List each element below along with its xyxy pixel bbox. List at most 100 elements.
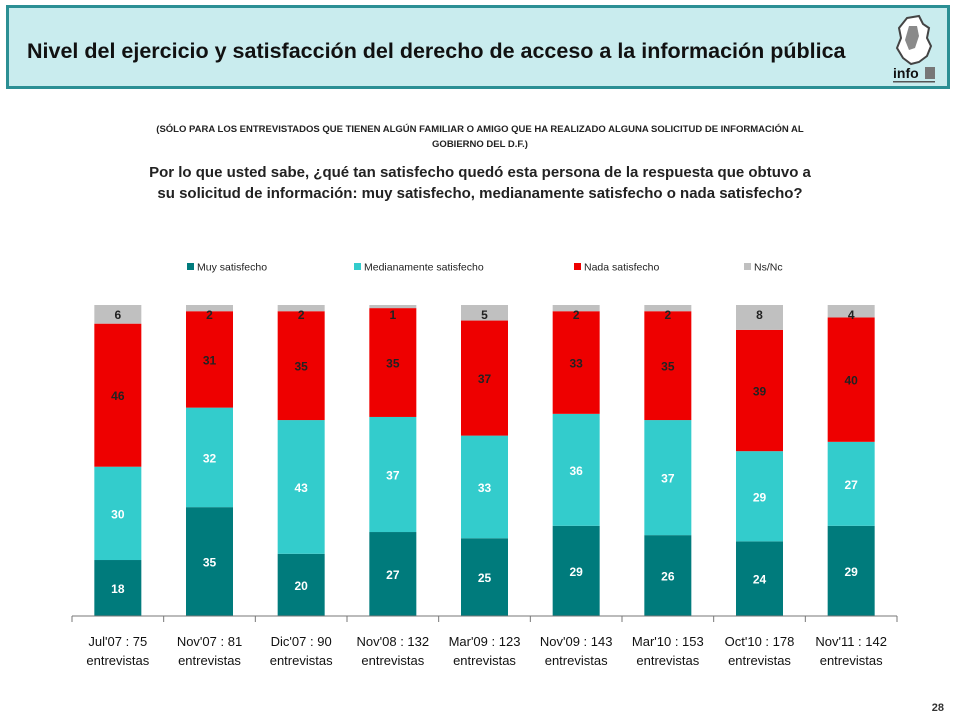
- bar-segment: [369, 305, 417, 309]
- bar-segment: [736, 541, 783, 616]
- data-label: 24: [753, 573, 767, 587]
- category-label: entrevistas: [361, 653, 424, 668]
- category-label: entrevistas: [636, 653, 699, 668]
- data-label: 40: [844, 374, 858, 388]
- survey-question: Por lo que usted sabe, ¿qué tan satisfec…: [149, 164, 811, 202]
- bar-segment: [277, 305, 325, 312]
- data-label: 1: [389, 308, 396, 322]
- data-label: 35: [294, 360, 308, 374]
- data-label: 2: [573, 308, 580, 322]
- legend-swatch-3: [744, 263, 751, 270]
- data-label: 20: [294, 579, 308, 593]
- data-label: 2: [298, 308, 305, 322]
- bar-segment: [461, 435, 508, 539]
- bar-segment: [552, 311, 600, 414]
- page-number: 28: [931, 702, 944, 714]
- page-title: Nivel del ejercicio y satisfacción del d…: [27, 39, 846, 63]
- legend-label-1: Medianamente satisfecho: [364, 262, 484, 274]
- data-label: 4: [848, 308, 855, 322]
- title-banner: Nivel del ejercicio y satisfacción del d…: [6, 5, 950, 89]
- bar-segment: [277, 553, 325, 616]
- data-label: 39: [753, 385, 767, 399]
- bar-segment: [552, 525, 600, 616]
- data-label: 27: [386, 568, 400, 582]
- data-label: 2: [664, 308, 671, 322]
- data-label: 27: [844, 478, 858, 492]
- category-label: Nov'09 : 143: [540, 634, 613, 649]
- bar-segment: [644, 311, 692, 421]
- category-label: Mar'10 : 153: [632, 634, 704, 649]
- bar-segment: [186, 507, 233, 616]
- bar-segment: [186, 305, 233, 312]
- data-label: 31: [203, 353, 217, 367]
- data-label: 35: [386, 357, 400, 371]
- data-label: 46: [111, 389, 125, 403]
- bar-segment: [736, 305, 783, 330]
- data-label: 36: [569, 464, 583, 478]
- category-label: Nov'08 : 132: [357, 634, 430, 649]
- data-label: 33: [478, 481, 492, 495]
- data-label: 18: [111, 582, 125, 596]
- legend-swatch-2: [574, 263, 581, 270]
- legend-swatch-0: [187, 263, 194, 270]
- bar-segment: [186, 407, 233, 508]
- category-label: Mar'09 : 123: [449, 634, 521, 649]
- bar-segment: [461, 320, 508, 436]
- category-label: entrevistas: [728, 653, 791, 668]
- data-label: 37: [661, 472, 675, 486]
- data-label: 2: [206, 308, 213, 322]
- bar-segment: [94, 305, 142, 324]
- bar-segment: [369, 308, 417, 417]
- category-label: Nov'07 : 81: [177, 634, 242, 649]
- bar-segment: [94, 323, 142, 467]
- bar-segment: [736, 329, 783, 452]
- bar-segment: [461, 538, 508, 616]
- bar-segment: [736, 451, 783, 542]
- data-label: 25: [478, 571, 492, 585]
- legend-label-2: Nada satisfecho: [584, 262, 659, 274]
- category-label: entrevistas: [270, 653, 333, 668]
- data-label: 35: [661, 360, 675, 374]
- legend-label-3: Ns/Nc: [754, 262, 783, 274]
- data-label: 37: [386, 468, 400, 482]
- bar-segment: [94, 466, 142, 561]
- category-label: entrevistas: [453, 653, 516, 668]
- category-label: entrevistas: [545, 653, 608, 668]
- legend-label-0: Muy satisfecho: [197, 262, 267, 274]
- category-label: entrevistas: [820, 653, 883, 668]
- bar-segment: [369, 532, 417, 616]
- filter-note: (SÓLO PARA LOS ENTREVISTADOS QUE TIENEN …: [156, 124, 804, 150]
- data-label: 30: [111, 507, 125, 521]
- data-label: 6: [114, 308, 121, 322]
- stacked-bar-chart: Muy satisfecho Medianamente satisfecho Nad…: [71, 262, 898, 668]
- bar-segment: [644, 535, 692, 616]
- bar-segment: [461, 305, 508, 321]
- data-label: 32: [203, 451, 217, 465]
- data-label: 5: [481, 308, 488, 322]
- bar-segment: [552, 413, 600, 526]
- category-label: entrevistas: [86, 653, 149, 668]
- bar-segment: [827, 441, 875, 526]
- data-label: 33: [569, 357, 583, 371]
- data-label: 8: [756, 308, 763, 322]
- data-label: 29: [569, 565, 583, 579]
- data-label: 26: [661, 570, 675, 584]
- bar-segment: [277, 311, 325, 421]
- data-label: 29: [753, 490, 767, 504]
- bar-segment: [277, 420, 325, 554]
- category-label: Jul'07 : 75: [88, 634, 147, 649]
- data-label: 35: [203, 556, 217, 570]
- category-label: Oct'10 : 178: [725, 634, 795, 649]
- bar-segment: [827, 305, 875, 318]
- info-df-logo-icon: info: [893, 14, 935, 83]
- category-label: Nov'11 : 142: [815, 634, 887, 649]
- bar-segment: [644, 305, 692, 312]
- data-label: 43: [294, 481, 308, 495]
- bar-segment: [369, 416, 417, 533]
- data-label: 37: [478, 372, 492, 386]
- bar-segment: [827, 525, 875, 616]
- logo-text: info: [893, 65, 919, 81]
- bar-segment: [552, 305, 600, 312]
- bar-segment: [94, 560, 142, 616]
- data-label: 29: [844, 565, 858, 579]
